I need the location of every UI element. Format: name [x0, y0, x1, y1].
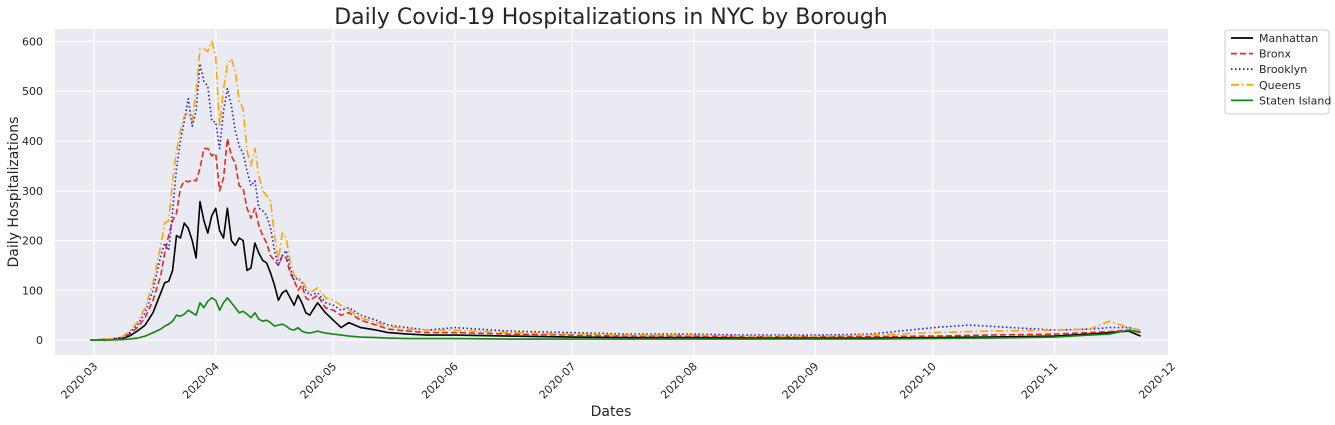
- y-tick-label: 200: [22, 235, 43, 248]
- x-tick-label: 2020-03: [59, 360, 101, 402]
- series-lines: [90, 40, 1141, 341]
- series-line-manhattan: [90, 200, 1141, 341]
- grid-lines: [55, 29, 1173, 355]
- legend: Manhattan Bronx Brooklyn Queens Staten Islan…: [1224, 29, 1331, 115]
- x-tick-label: 2020-06: [419, 360, 461, 402]
- y-tick-label: 500: [22, 85, 43, 98]
- y-tick-label: 400: [22, 135, 43, 148]
- y-tick-label: 0: [36, 334, 43, 347]
- y-axis-ticks: 0 100 200 300 400 500 600: [22, 35, 43, 347]
- chart-title: Daily Covid-19 Hospitalizations in NYC b…: [334, 5, 888, 30]
- series-line-staten-island: [90, 296, 1141, 341]
- legend-label: Bronx: [1259, 48, 1292, 61]
- legend-label: Queens: [1259, 79, 1301, 92]
- series-line-brooklyn: [90, 62, 1141, 341]
- x-tick-label: 2020-05: [298, 360, 340, 402]
- x-tick-label: 2020-10: [897, 360, 939, 402]
- series-line-queens: [90, 40, 1141, 341]
- y-tick-label: 600: [22, 35, 43, 48]
- y-axis-label: Daily Hospitalizations: [6, 117, 22, 268]
- x-axis-ticks: 2020-03 2020-04 2020-05 2020-06 2020-07 2020-…: [59, 360, 1178, 402]
- x-tick-label: 2020-08: [658, 360, 700, 402]
- x-axis-label: Dates: [591, 404, 632, 420]
- y-tick-label: 100: [22, 284, 43, 297]
- legend-label: Manhattan: [1259, 32, 1318, 45]
- x-tick-label: 2020-07: [537, 360, 579, 402]
- x-tick-label: 2020-04: [180, 360, 222, 402]
- x-tick-label: 2020-11: [1019, 360, 1061, 402]
- plot-background: [55, 29, 1168, 355]
- y-tick-label: 300: [22, 185, 43, 198]
- x-tick-label: 2020-09: [780, 360, 822, 402]
- legend-box: [1224, 29, 1330, 115]
- legend-label: Brooklyn: [1259, 63, 1307, 76]
- series-line-bronx: [90, 137, 1141, 341]
- x-tick-label: 2020-12: [1136, 360, 1178, 402]
- legend-label: Staten Island: [1259, 94, 1331, 107]
